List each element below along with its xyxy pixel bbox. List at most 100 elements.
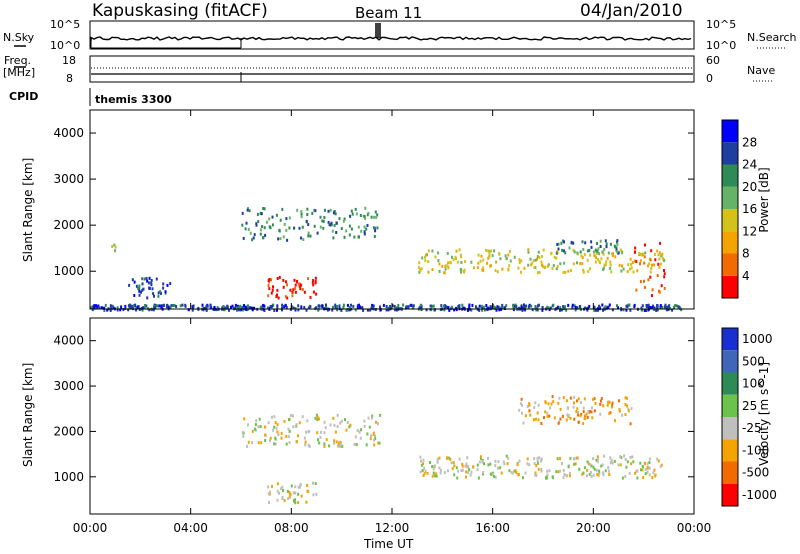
power-cell (282, 285, 285, 289)
nsky-spike (375, 23, 381, 38)
velocity-cell (533, 457, 536, 461)
velocity-cell (636, 469, 639, 473)
power-cell (580, 254, 583, 258)
power-cell (552, 303, 555, 307)
velocity-cell (479, 455, 482, 459)
velocity-cell (491, 471, 494, 475)
velocity-cell (359, 436, 362, 440)
power-cell (243, 304, 245, 308)
velocity-cell (319, 435, 322, 439)
velocity-cell (513, 469, 516, 473)
velocity-cell (446, 456, 449, 460)
velocity-cell (535, 464, 538, 468)
power-cell (272, 285, 274, 289)
velocity-cell (268, 501, 270, 504)
velocity-cell (534, 401, 537, 405)
velocity-cell (434, 474, 436, 478)
velocity-cell (617, 463, 620, 467)
velocity-cell (589, 463, 592, 467)
power-cell (455, 249, 458, 253)
velocity-cell (461, 468, 464, 472)
velocity-cell (432, 467, 435, 471)
freq-tick-high: 18 (62, 54, 76, 67)
power-cell (488, 251, 491, 255)
velocity-cell (535, 473, 538, 477)
power-cell (260, 212, 263, 216)
power-cell (671, 308, 674, 312)
power-cell (312, 279, 315, 282)
power-cell (294, 287, 297, 290)
velocity-cell (586, 460, 589, 464)
power-cell (520, 259, 523, 263)
velocity-cell (610, 405, 613, 409)
velocity-cell (344, 418, 346, 422)
power-cell (303, 290, 306, 294)
velocity-cell (585, 412, 588, 416)
velocity-cell (569, 396, 572, 400)
power-cell (144, 304, 147, 307)
velocity-cell (623, 454, 626, 458)
power-cell (160, 305, 163, 309)
power-cell (564, 270, 567, 274)
power-cell (300, 210, 303, 214)
power-cell (557, 247, 560, 251)
power-cell (128, 306, 131, 310)
power-cell (114, 245, 117, 249)
power-cell (614, 255, 617, 259)
power-cell (153, 306, 156, 310)
velocity-cell (543, 416, 545, 420)
power-cell (330, 221, 333, 225)
power-cell (540, 260, 543, 264)
power-cell (536, 255, 539, 259)
velocity-cell (577, 397, 580, 401)
velocity-cell (559, 417, 562, 421)
velocity-cell (536, 411, 539, 415)
power-cell (598, 304, 601, 308)
power-cell (322, 226, 325, 230)
power-cell (141, 308, 144, 312)
velocity-cell (610, 458, 613, 462)
power-cell (329, 208, 332, 212)
power-cell (405, 305, 408, 309)
power-cell (487, 306, 490, 310)
power-cell (338, 304, 341, 308)
velocity-cell (372, 433, 375, 436)
velocity-cell (426, 471, 429, 475)
power-cell (300, 215, 303, 219)
power-cell (586, 258, 589, 262)
power-cell (616, 240, 618, 244)
power-cell (370, 306, 373, 310)
velocity-cell (575, 456, 578, 460)
power-cell (184, 303, 187, 307)
power-cell (596, 249, 599, 253)
power-cell (129, 303, 132, 307)
power-ytick-label: 2000 (53, 218, 84, 232)
power-colorbar-swatch (722, 164, 738, 187)
power-cell (611, 254, 614, 258)
power-cell (93, 306, 96, 310)
power-cell (449, 261, 452, 265)
velocity-cell (333, 441, 336, 445)
velocity-colorbar-swatch (722, 328, 738, 351)
power-cell (586, 249, 589, 253)
power-cell (281, 303, 284, 307)
power-cell (299, 287, 302, 291)
power-cell (288, 226, 291, 230)
power-cell (213, 306, 216, 309)
power-cell (253, 233, 256, 237)
power-cell (294, 283, 297, 287)
velocity-cell (608, 411, 611, 415)
velocity-cell (494, 475, 497, 479)
velocity-cell (500, 471, 503, 475)
velocity-cell (353, 443, 356, 446)
velocity-cell (487, 456, 489, 460)
velocity-cell (278, 491, 280, 495)
power-cell (523, 306, 526, 310)
power-cell (664, 303, 667, 307)
power-cell (431, 249, 434, 253)
nsky-panel-frame (89, 20, 695, 50)
power-cell (476, 266, 479, 270)
power-cell (639, 259, 642, 263)
power-cell (434, 255, 437, 259)
power-cell (639, 252, 642, 256)
